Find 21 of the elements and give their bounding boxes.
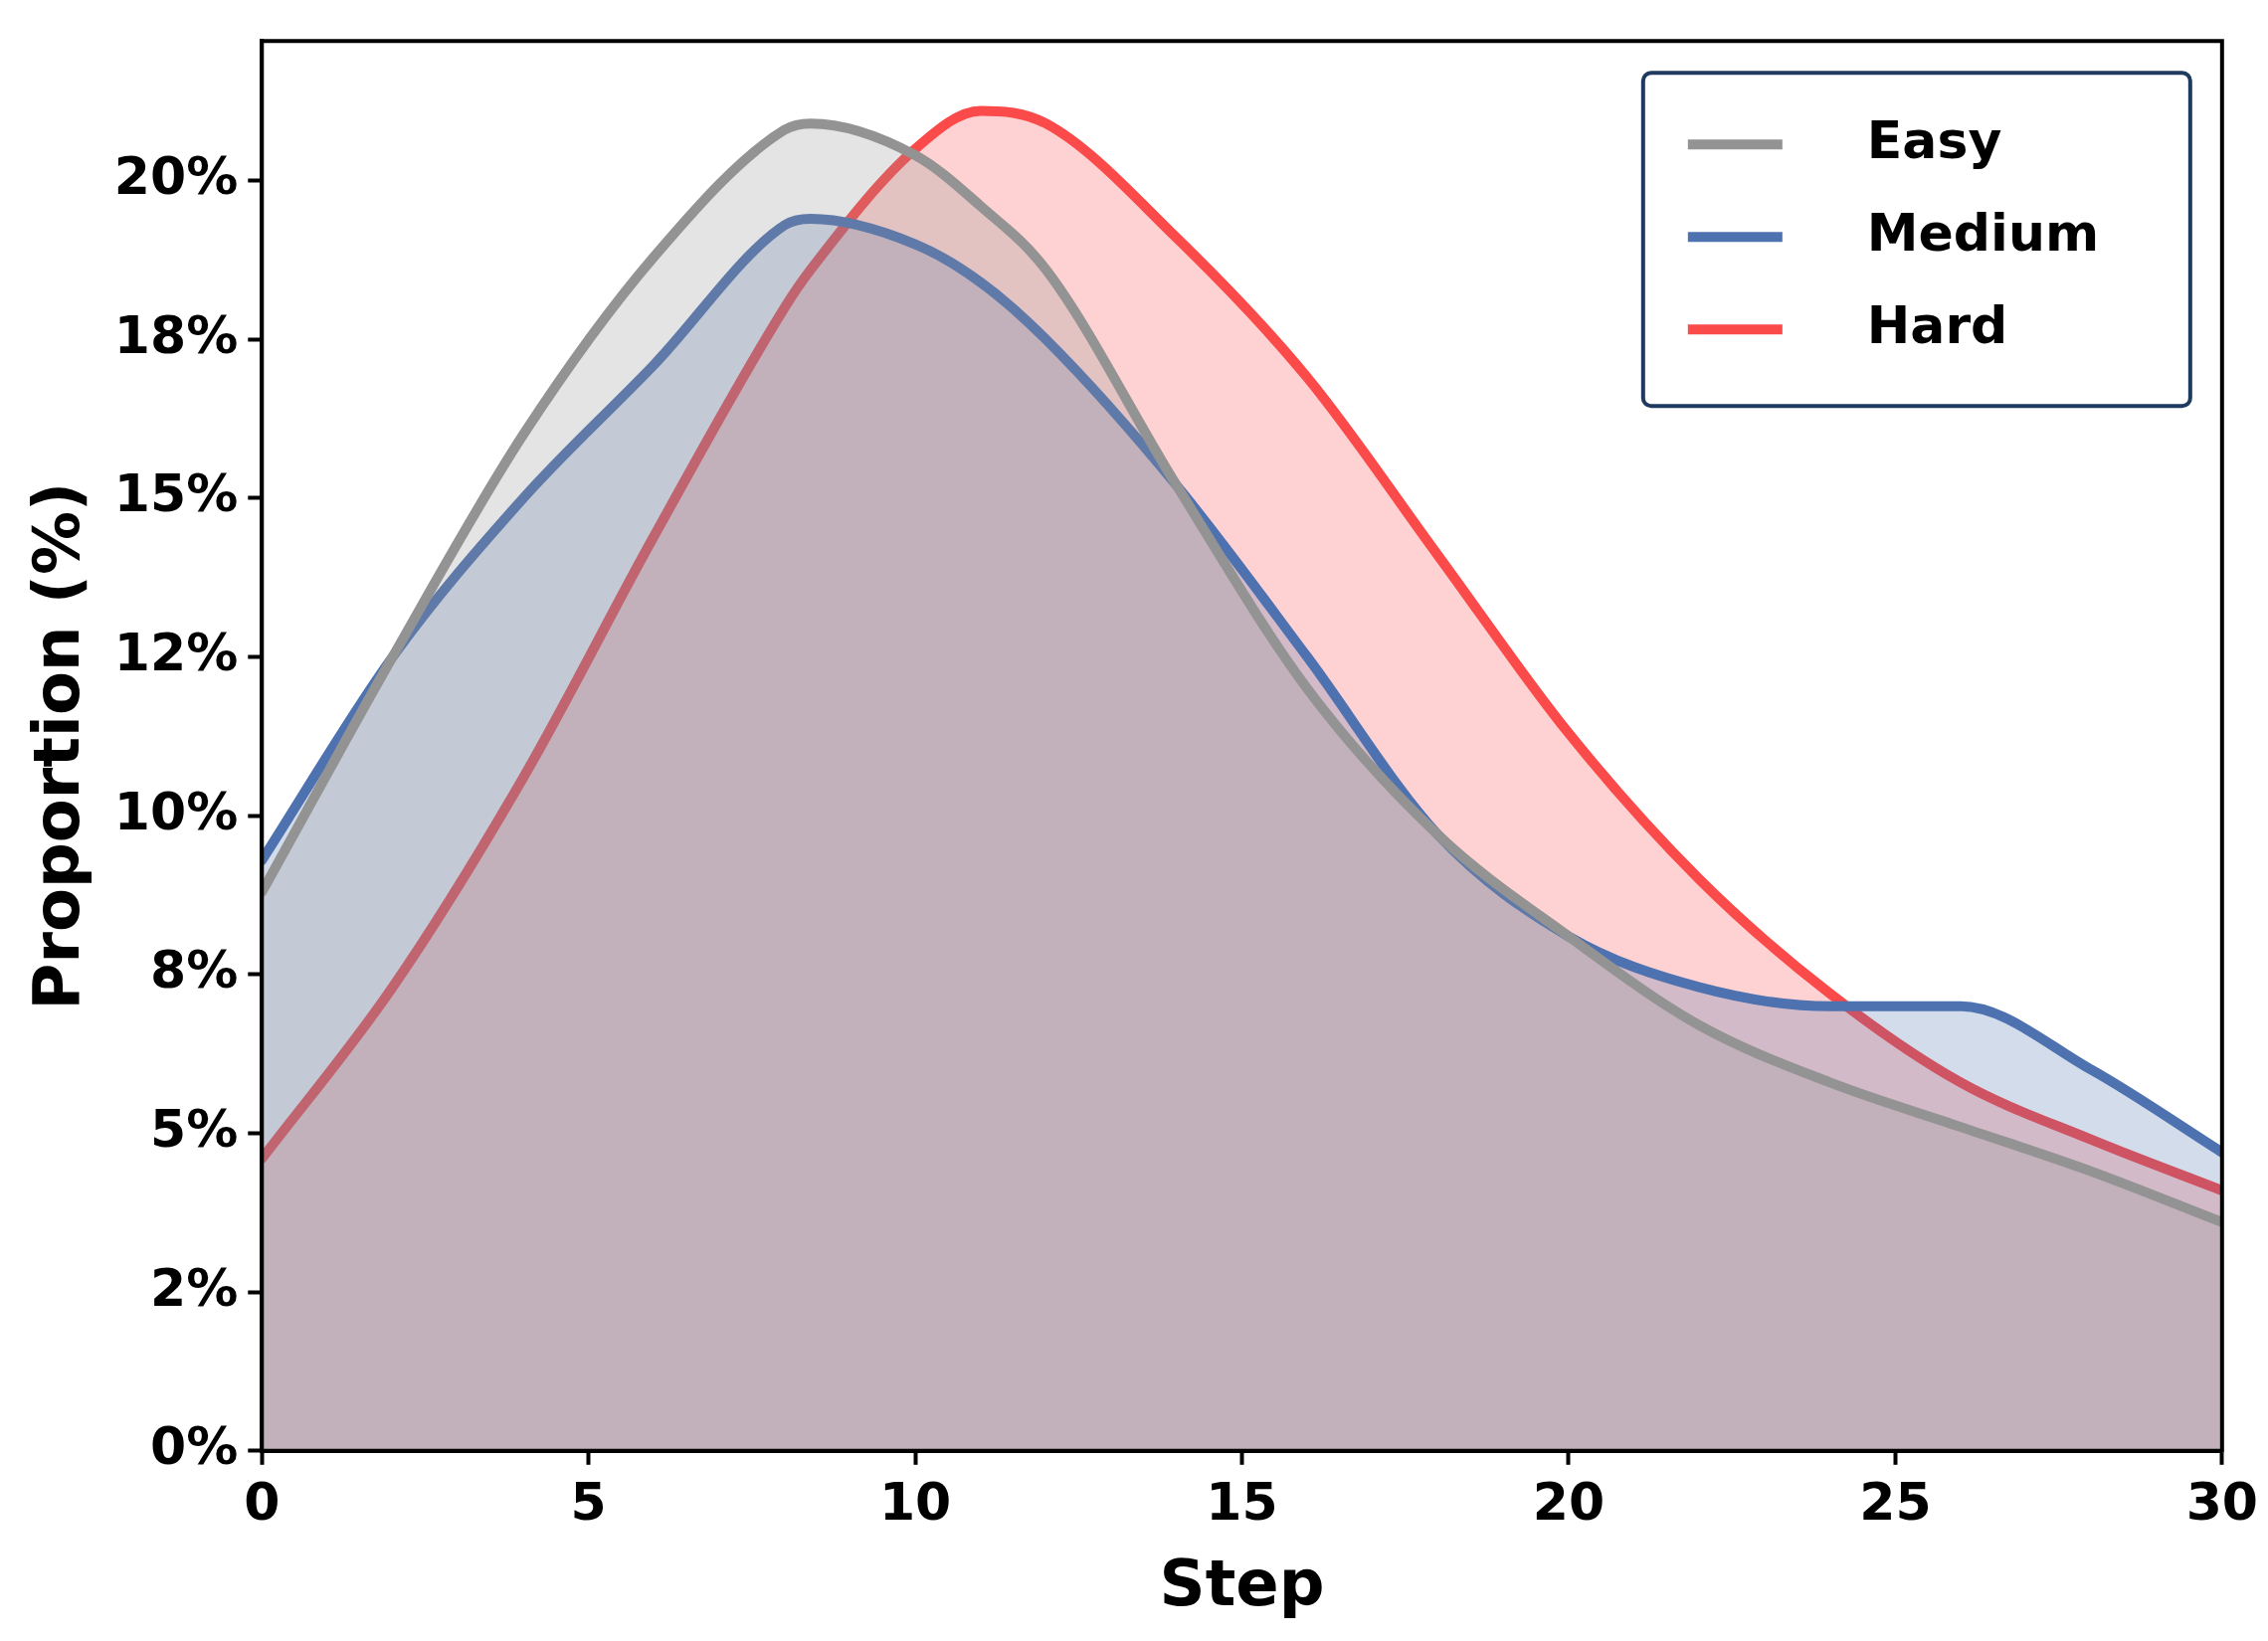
x-tick-label: 10 [878,1471,952,1532]
y-tick-label: 8% [149,940,239,1001]
y-tick-label: 10% [113,781,239,841]
y-axis-title: Proportion (%) [20,481,94,1010]
x-tick-label: 20 [1532,1471,1606,1532]
legend-label: Medium [1866,202,2100,263]
x-tick-label: 5 [570,1471,607,1532]
x-axis-title: Step [1159,1547,1325,1621]
y-tick-label: 15% [113,463,239,524]
y-tick-label: 18% [113,304,239,365]
y-tick-label: 12% [113,623,239,683]
y-tick-label: 0% [149,1416,239,1477]
x-tick-label: 25 [1859,1471,1932,1532]
x-tick-label: 30 [2185,1471,2259,1532]
y-tick-label: 5% [149,1099,239,1160]
x-tick-label: 0 [244,1471,281,1532]
x-tick-label: 15 [1206,1471,1278,1532]
legend-label: Hard [1866,294,2008,355]
legend-label: Easy [1866,109,2002,170]
y-tick-label: 20% [113,146,239,207]
y-tick-label: 2% [149,1257,239,1318]
